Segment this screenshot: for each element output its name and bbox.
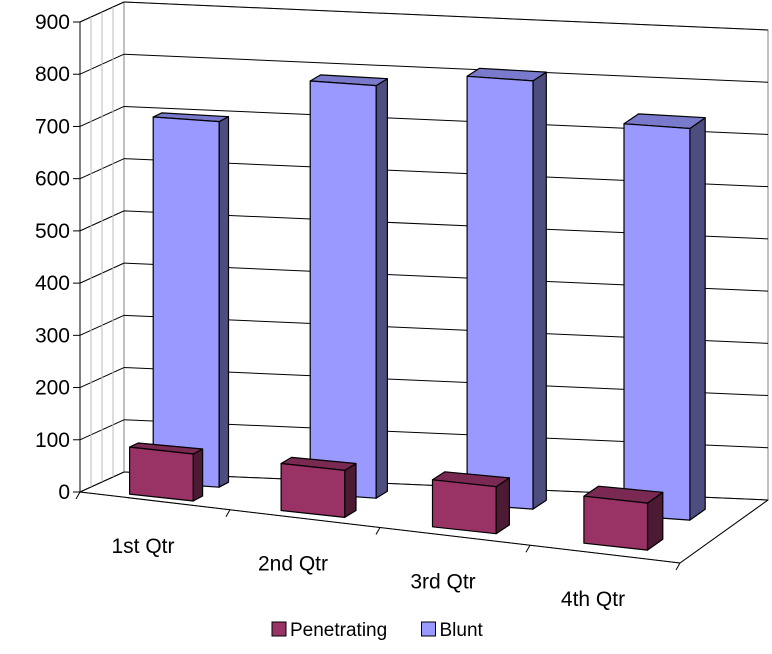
legend-label: Penetrating	[290, 620, 387, 641]
y-tick-label: 600	[35, 168, 70, 191]
x-tick	[675, 562, 681, 571]
bar-blunt-4	[623, 113, 706, 521]
gridline-back	[123, 53, 769, 83]
bar-penetrating-1	[129, 442, 204, 502]
x-tick-label: 1st Qtr	[111, 535, 174, 558]
y-tick-label: 200	[35, 377, 70, 400]
bar-side	[495, 477, 510, 535]
bar-side	[689, 117, 706, 521]
x-tick	[225, 509, 231, 517]
y-tick-label: 400	[35, 272, 70, 295]
legend-label: Blunt	[440, 620, 484, 641]
y-tick-label: 300	[35, 324, 70, 347]
legend-swatch	[271, 621, 287, 637]
bar-penetrating-3	[431, 471, 510, 535]
bar-front	[280, 462, 346, 519]
y-tick-label: 800	[35, 63, 70, 86]
bar-side	[375, 78, 388, 499]
bar-front	[583, 495, 649, 551]
bar-front	[152, 116, 220, 488]
y-tick-label: 700	[35, 115, 70, 138]
bar-side	[344, 462, 357, 519]
x-tick	[375, 527, 381, 535]
y-tick-label: 0	[58, 481, 70, 504]
bar-front	[129, 446, 194, 502]
y-tick-label: 500	[35, 220, 70, 243]
bar-side	[192, 448, 204, 502]
y-tick-label: 900	[35, 11, 70, 34]
y-axis: 0 100 200 300 400 500 600 700 800 900	[35, 11, 81, 504]
legend-item-blunt: Blunt	[421, 620, 484, 641]
x-tick-label: 2nd Qtr	[258, 553, 328, 576]
bar-front	[309, 80, 377, 499]
x-tick-label: 4th Qtr	[561, 588, 625, 611]
bars	[129, 67, 706, 551]
x-axis: 1st Qtr 2nd Qtr 3rd Qtr 4th Qtr	[75, 491, 769, 611]
bar-blunt-2	[309, 74, 388, 499]
bar-side	[218, 116, 230, 488]
gridline-back	[123, 1, 769, 31]
bar-penetrating-4	[583, 485, 664, 551]
bar-blunt-1	[152, 112, 230, 488]
bar-blunt-3	[466, 67, 547, 510]
bar-penetrating-2	[280, 456, 357, 519]
legend-item-penetrating: Penetrating	[271, 620, 387, 641]
y-tick-label: 100	[35, 429, 70, 452]
legend-swatch	[421, 621, 436, 637]
bar-front	[431, 479, 497, 535]
bar-front	[466, 75, 534, 510]
bar-side	[532, 71, 547, 510]
legend: Penetrating Blunt	[271, 620, 484, 641]
x-tick	[525, 545, 531, 553]
x-tick	[75, 491, 81, 500]
x-tick-label: 3rd Qtr	[410, 570, 475, 593]
bar-front	[623, 123, 691, 521]
depth-axis-line	[679, 499, 769, 564]
